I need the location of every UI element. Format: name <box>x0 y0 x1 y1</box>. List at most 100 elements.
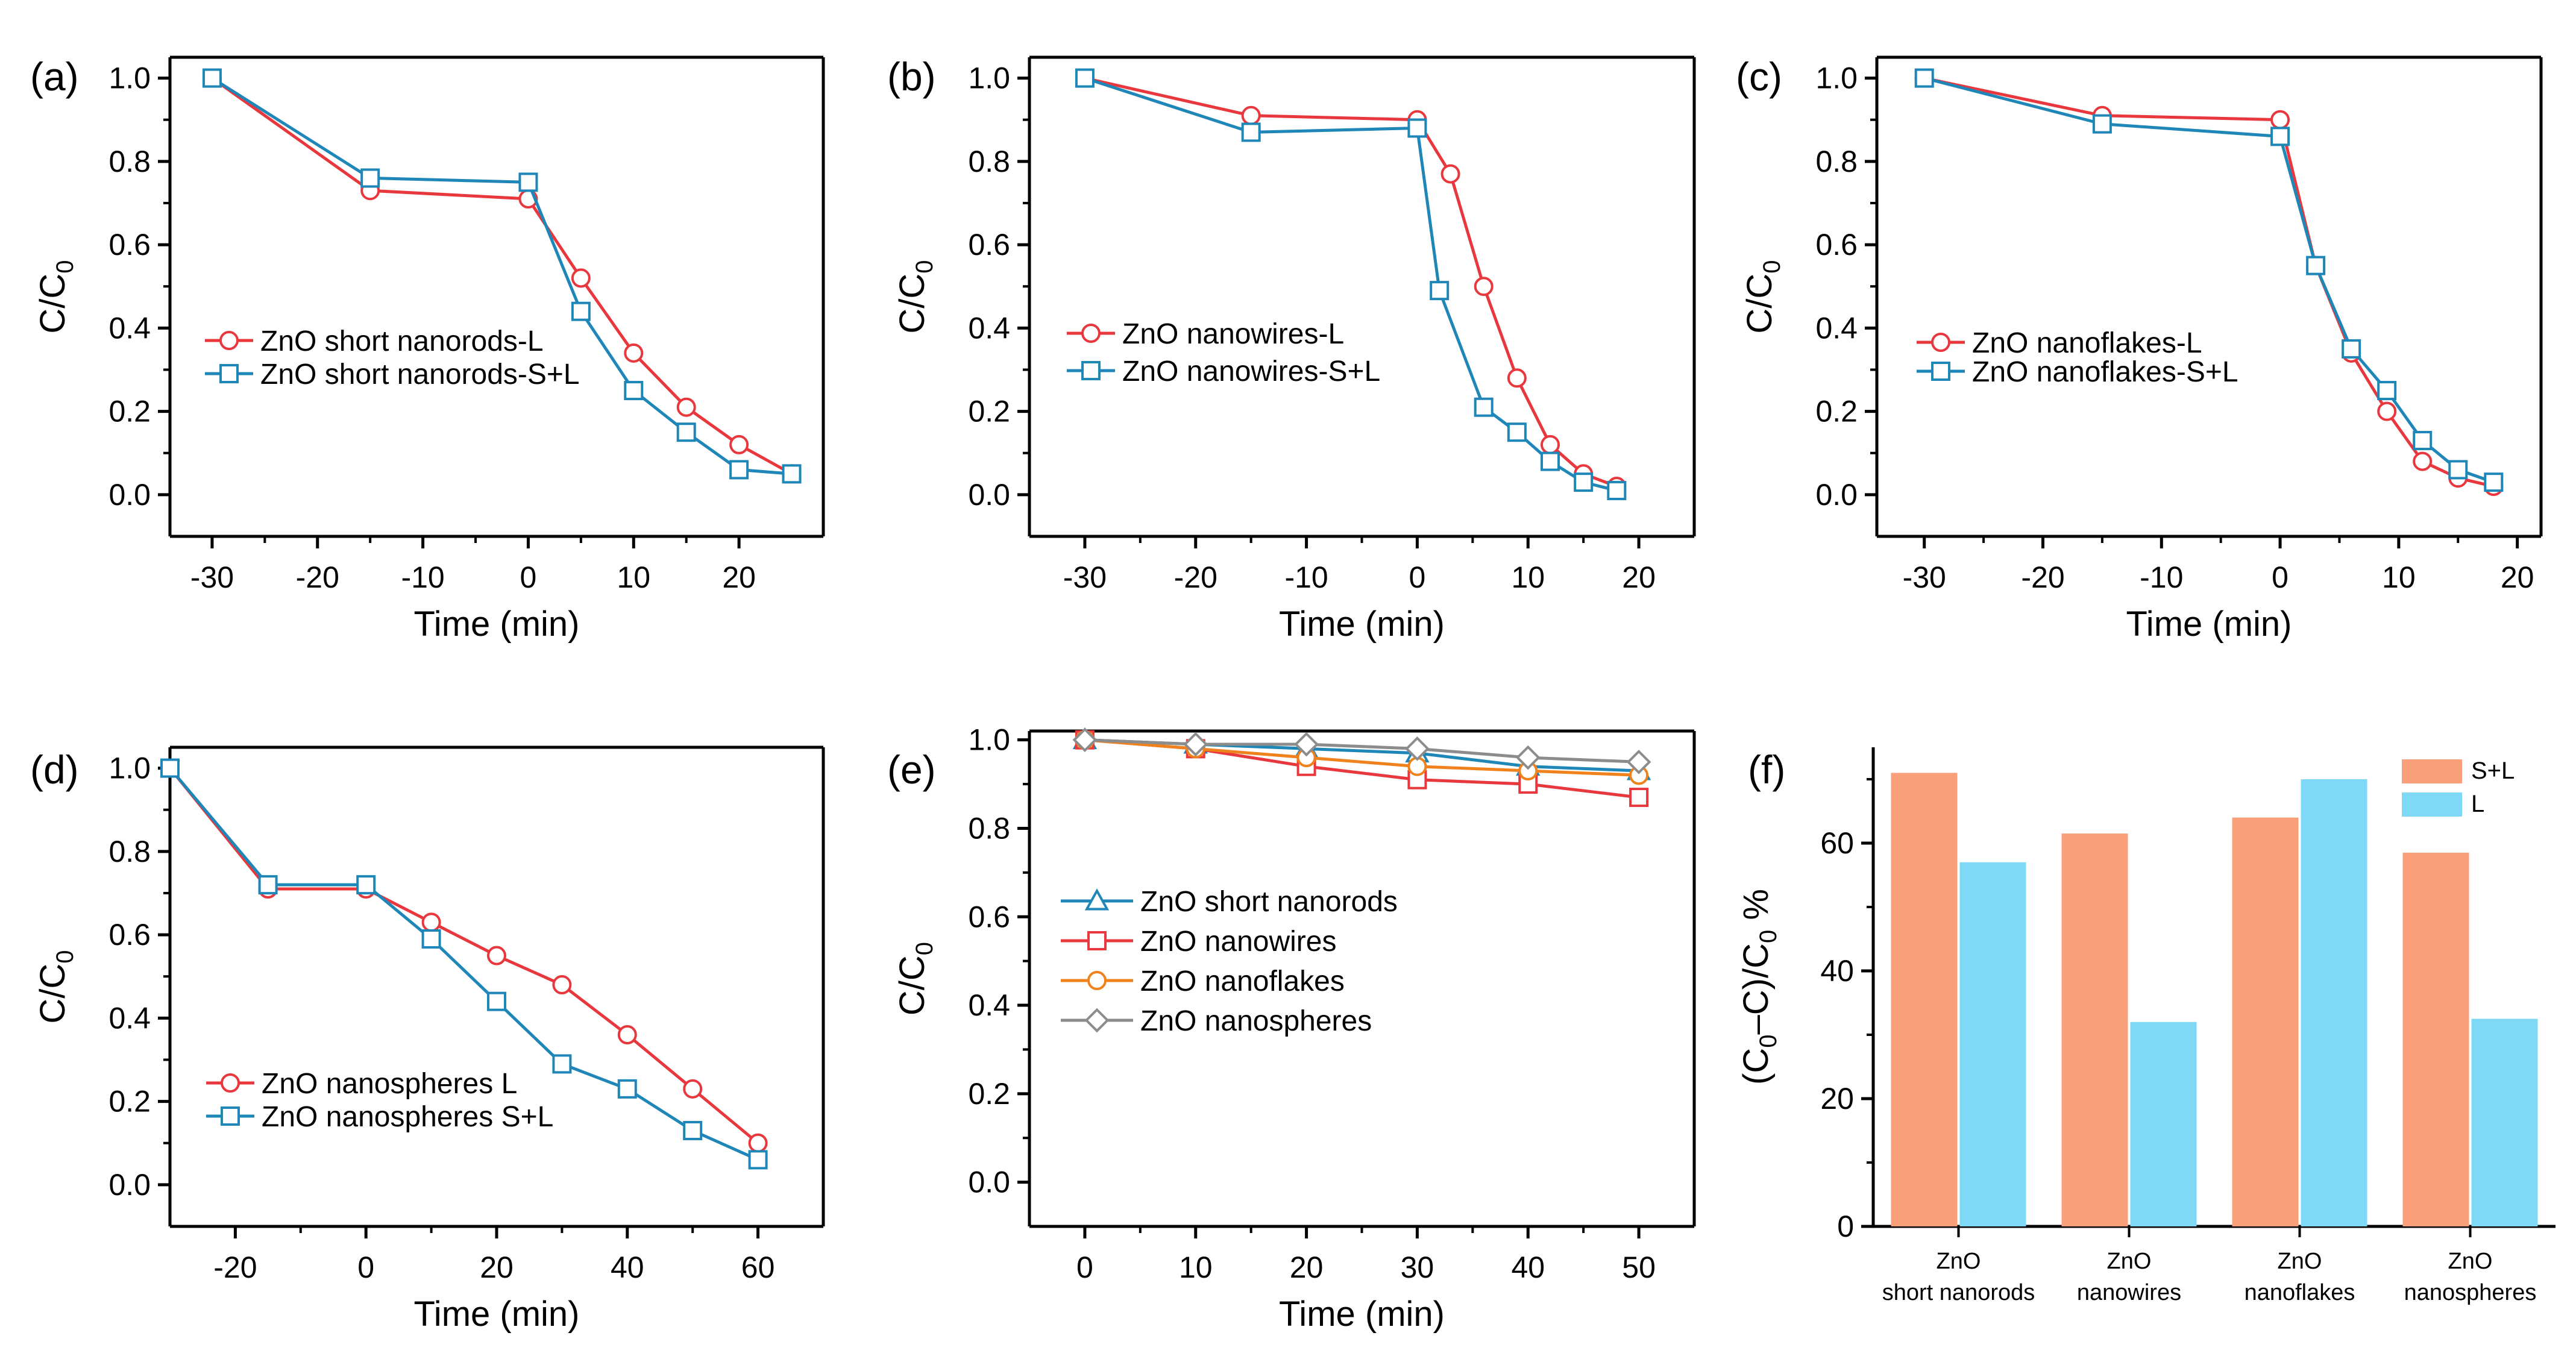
x-tick-label-b: -20 <box>1174 560 1217 594</box>
y-tick-label-e: 0.6 <box>968 900 1010 934</box>
data-point-b-0 <box>1474 277 1494 297</box>
data-point-b-1 <box>1541 451 1560 471</box>
category-label-line1: ZnO <box>2107 1249 2152 1274</box>
data-point-b-1 <box>1430 281 1450 301</box>
y-tick-label-d: 0.0 <box>108 1168 151 1202</box>
y-axis-label-main: C/C <box>893 274 932 334</box>
panel-e: 0 10 20 30 40 50 0.0 0.2 0.4 0.6 0.8 1.0 Time (min) C… <box>887 723 1696 1334</box>
data-point-b-1 <box>1075 68 1095 88</box>
panel-label-e: (e) <box>887 747 936 792</box>
x-axis-label-b: Time (min) <box>1279 604 1445 644</box>
category-label-line2: nanoflakes <box>2245 1280 2355 1305</box>
panel-label-f: (f) <box>1748 747 1785 792</box>
x-tick-label-c: -20 <box>2021 560 2064 594</box>
legend-label-c-1: ZnO nanoflakes-S+L <box>1972 356 2238 388</box>
legend-label-b-1: ZnO nanowires-S+L <box>1122 356 1380 388</box>
data-point-c-0 <box>2413 451 2433 471</box>
data-point-d-0 <box>683 1079 703 1099</box>
data-point-b-0 <box>1541 435 1560 454</box>
bar-l <box>1959 862 2026 1226</box>
y-axis-label-main: (C <box>1736 1048 1776 1085</box>
data-point-c-1 <box>2270 127 2290 146</box>
y-axis-label-subscript: 0 <box>1755 1034 1782 1047</box>
y-tick-label-c: 0.0 <box>1815 478 1858 512</box>
panel-label-a: (a) <box>30 54 79 99</box>
data-point-d-1 <box>617 1079 637 1099</box>
y-axis-label-tail: % <box>1736 889 1776 930</box>
x-tick-label-d: -20 <box>213 1251 257 1284</box>
legend-marker-e-2 <box>1087 971 1107 990</box>
data-point-b-1 <box>1574 472 1594 492</box>
y-tick-label-e: 0.2 <box>968 1077 1010 1111</box>
legend-label-1: L <box>2471 791 2484 817</box>
legend-label-c-0: ZnO nanoflakes-L <box>1972 327 2202 359</box>
y-tick-label-a: 0.4 <box>108 311 151 345</box>
y-axis-label-d: C/C0 <box>33 950 78 1023</box>
y-tick-label-e: 1.0 <box>968 723 1010 757</box>
data-point-d-0 <box>748 1133 768 1153</box>
data-point-d-1 <box>356 875 376 895</box>
data-point-d-1 <box>258 875 278 895</box>
legend-label-e-3: ZnO nanospheres <box>1140 1005 1372 1037</box>
y-tick-label-a: 0.0 <box>108 478 151 512</box>
legend-marker-e-1 <box>1087 931 1107 950</box>
y-tick-label-c: 0.6 <box>1815 228 1858 262</box>
series-line-c-1 <box>1924 77 2495 484</box>
data-point-e-3 <box>1405 736 1430 761</box>
bar-l <box>2301 779 2367 1226</box>
x-tick-label-c: -10 <box>2140 560 2183 594</box>
y-tick-label-c: 1.0 <box>1815 61 1858 95</box>
legend-swatch-1 <box>2402 792 2462 817</box>
series-line-a-1 <box>211 77 792 475</box>
series-line-b-1 <box>1084 77 1617 492</box>
data-point-c-1 <box>2092 114 2112 134</box>
x-tick-label-b: 10 <box>1511 560 1545 594</box>
legend-marker-a-0 <box>219 331 239 350</box>
y-axis-label-subscript-2: 0 <box>1755 930 1782 943</box>
data-point-d-0 <box>421 912 441 932</box>
panel-c: -30 -20 -10 0 10 20 0.0 0.2 0.4 0.6 0.8 1.0 Time (mi… <box>1736 54 2543 644</box>
y-axis-label-main: C/C <box>893 955 932 1015</box>
y-tick-label-d: 1.0 <box>108 752 151 785</box>
x-tick-label-a: 20 <box>722 560 756 594</box>
category-label-line1: ZnO <box>2448 1249 2493 1274</box>
x-tick-label-b: 0 <box>1409 560 1426 594</box>
legend-label-e-1: ZnO nanowires <box>1140 926 1336 958</box>
data-point-a-0 <box>571 268 591 288</box>
series-line-b-0 <box>1084 77 1618 488</box>
category-label-line2: nanowires <box>2077 1280 2181 1305</box>
bar-splusl <box>2061 833 2128 1226</box>
legend-marker-e-0 <box>1084 888 1110 911</box>
data-point-a-0 <box>624 343 644 363</box>
x-axis-label-a: Time (min) <box>414 604 580 644</box>
data-point-a-1 <box>624 381 644 401</box>
y-tick-label-b: 0.6 <box>968 228 1010 262</box>
legend-marker-a-1 <box>219 364 239 383</box>
data-point-b-0 <box>1241 105 1261 125</box>
data-point-d-1 <box>683 1121 703 1140</box>
data-point-c-1 <box>2484 472 2504 492</box>
y-tick-label-f: 0 <box>1837 1210 1854 1243</box>
data-point-a-1 <box>518 172 538 192</box>
legend-label-a-0: ZnO short nanorods-L <box>260 325 544 357</box>
y-tick-label-a: 1.0 <box>108 61 151 95</box>
data-point-d-1 <box>421 929 441 949</box>
x-tick-label-e: 50 <box>1622 1251 1656 1284</box>
legend-marker-d-1 <box>221 1106 240 1126</box>
series-line-e-3 <box>1084 738 1639 764</box>
data-point-a-1 <box>202 68 222 88</box>
panel-f: 0 20 40 60 ZnO short nanorods ZnO nanowires ZnO n… <box>1736 747 2556 1305</box>
data-point-d-1 <box>552 1054 572 1074</box>
legend-label-a-1: ZnO short nanorods-S+L <box>260 359 580 391</box>
data-point-e-1 <box>1629 788 1649 808</box>
legend-marker-b-1 <box>1081 361 1101 380</box>
data-point-e-3 <box>1183 732 1208 757</box>
series-line-e-2 <box>1084 738 1639 777</box>
x-tick-label-e: 0 <box>1076 1251 1093 1284</box>
data-point-e-3 <box>1515 745 1541 770</box>
y-tick-label-b: 1.0 <box>968 61 1010 95</box>
data-point-c-1 <box>2377 381 2397 401</box>
